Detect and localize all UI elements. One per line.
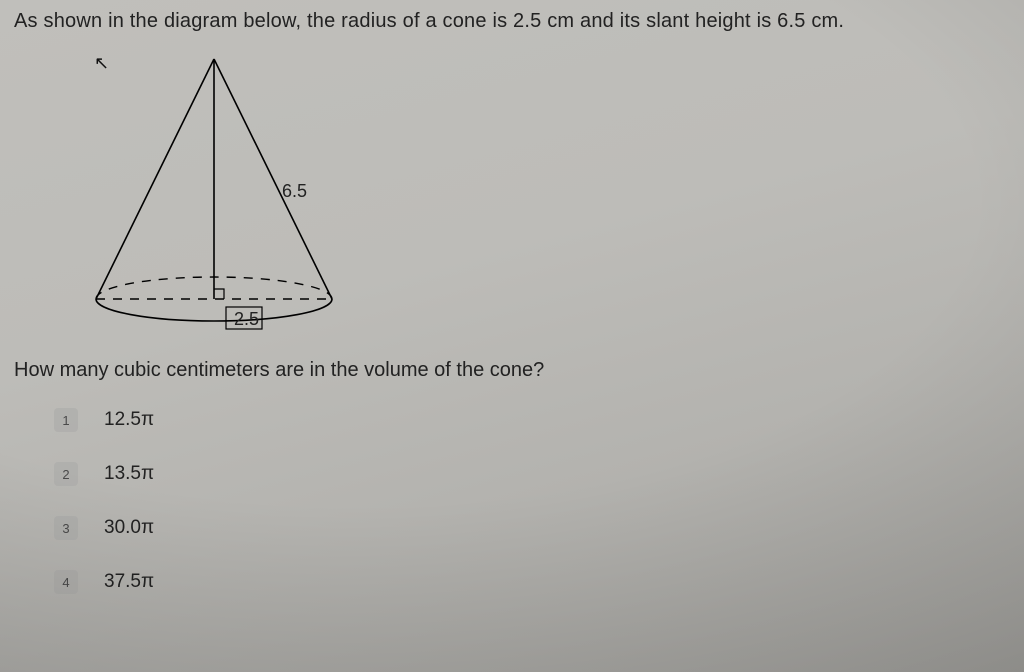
cursor-icon: ↖	[94, 53, 109, 74]
choice-3[interactable]: 3 30.0π	[54, 516, 1010, 540]
choice-badge: 3	[54, 516, 78, 540]
svg-text:2.5: 2.5	[234, 309, 259, 329]
question: How many cubic centimeters are in the vo…	[14, 359, 1010, 382]
choice-text: 30.0π	[104, 517, 154, 539]
choice-2[interactable]: 2 13.5π	[54, 462, 1010, 486]
choice-badge: 4	[54, 570, 78, 594]
choice-text: 37.5π	[104, 571, 154, 593]
choice-badge: 1	[54, 408, 78, 432]
cone-diagram: ↖ 6.5 2.5	[54, 39, 414, 349]
answer-choices: 1 12.5π 2 13.5π 3 30.0π 4 37.5π	[54, 408, 1010, 594]
choice-badge: 2	[54, 462, 78, 486]
cone-svg: 6.5 2.5	[54, 39, 414, 349]
problem-statement: As shown in the diagram below, the radiu…	[14, 10, 1010, 33]
svg-text:6.5: 6.5	[282, 181, 307, 201]
choice-text: 13.5π	[104, 463, 154, 485]
choice-4[interactable]: 4 37.5π	[54, 570, 1010, 594]
choice-1[interactable]: 1 12.5π	[54, 408, 1010, 432]
choice-text: 12.5π	[104, 409, 154, 431]
